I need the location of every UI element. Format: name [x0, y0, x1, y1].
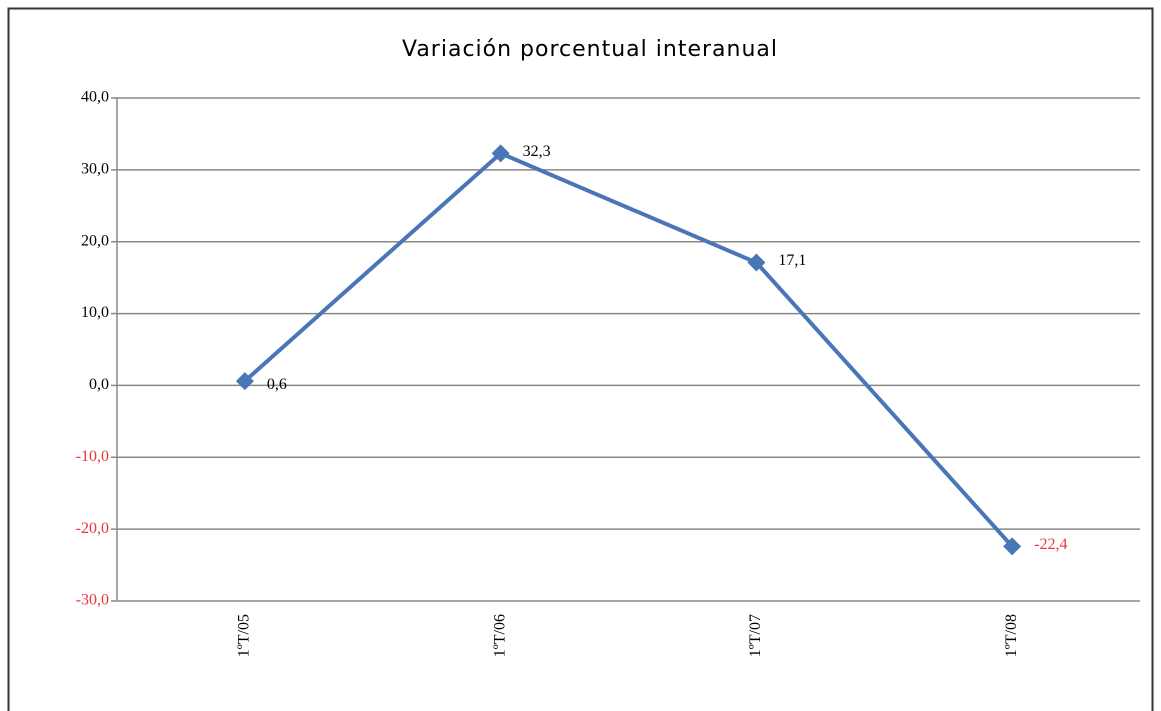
y-tick-label: -10,0	[76, 448, 109, 465]
marker	[747, 253, 766, 272]
frame	[7, 7, 1154, 711]
x-tick-label: 1ºT/05	[236, 614, 253, 657]
y-tick-label: 10,0	[81, 304, 109, 321]
x-tick-label: 1ºT/06	[491, 614, 508, 657]
marker	[1003, 537, 1022, 556]
y-tick-label: 40,0	[81, 89, 109, 106]
y-tick-label: 30,0	[81, 161, 109, 178]
data-label: -22,4	[1034, 536, 1067, 553]
y-tick-label: -20,0	[76, 520, 109, 537]
data-label: 0,6	[267, 376, 287, 393]
x-tick-label: 1ºT/08	[1003, 614, 1020, 657]
marker	[235, 372, 254, 391]
y-tick-label: 0,0	[89, 376, 109, 393]
x-tick-label: 1ºT/07	[747, 614, 764, 657]
data-label: 17,1	[778, 252, 806, 269]
marker	[491, 144, 510, 163]
y-tick-label: 20,0	[81, 232, 109, 249]
series-line	[243, 151, 1014, 548]
y-tick-label: -30,0	[76, 592, 109, 609]
chart-title: Variación porcentual interanual	[402, 37, 778, 62]
data-label: 32,3	[523, 143, 551, 160]
